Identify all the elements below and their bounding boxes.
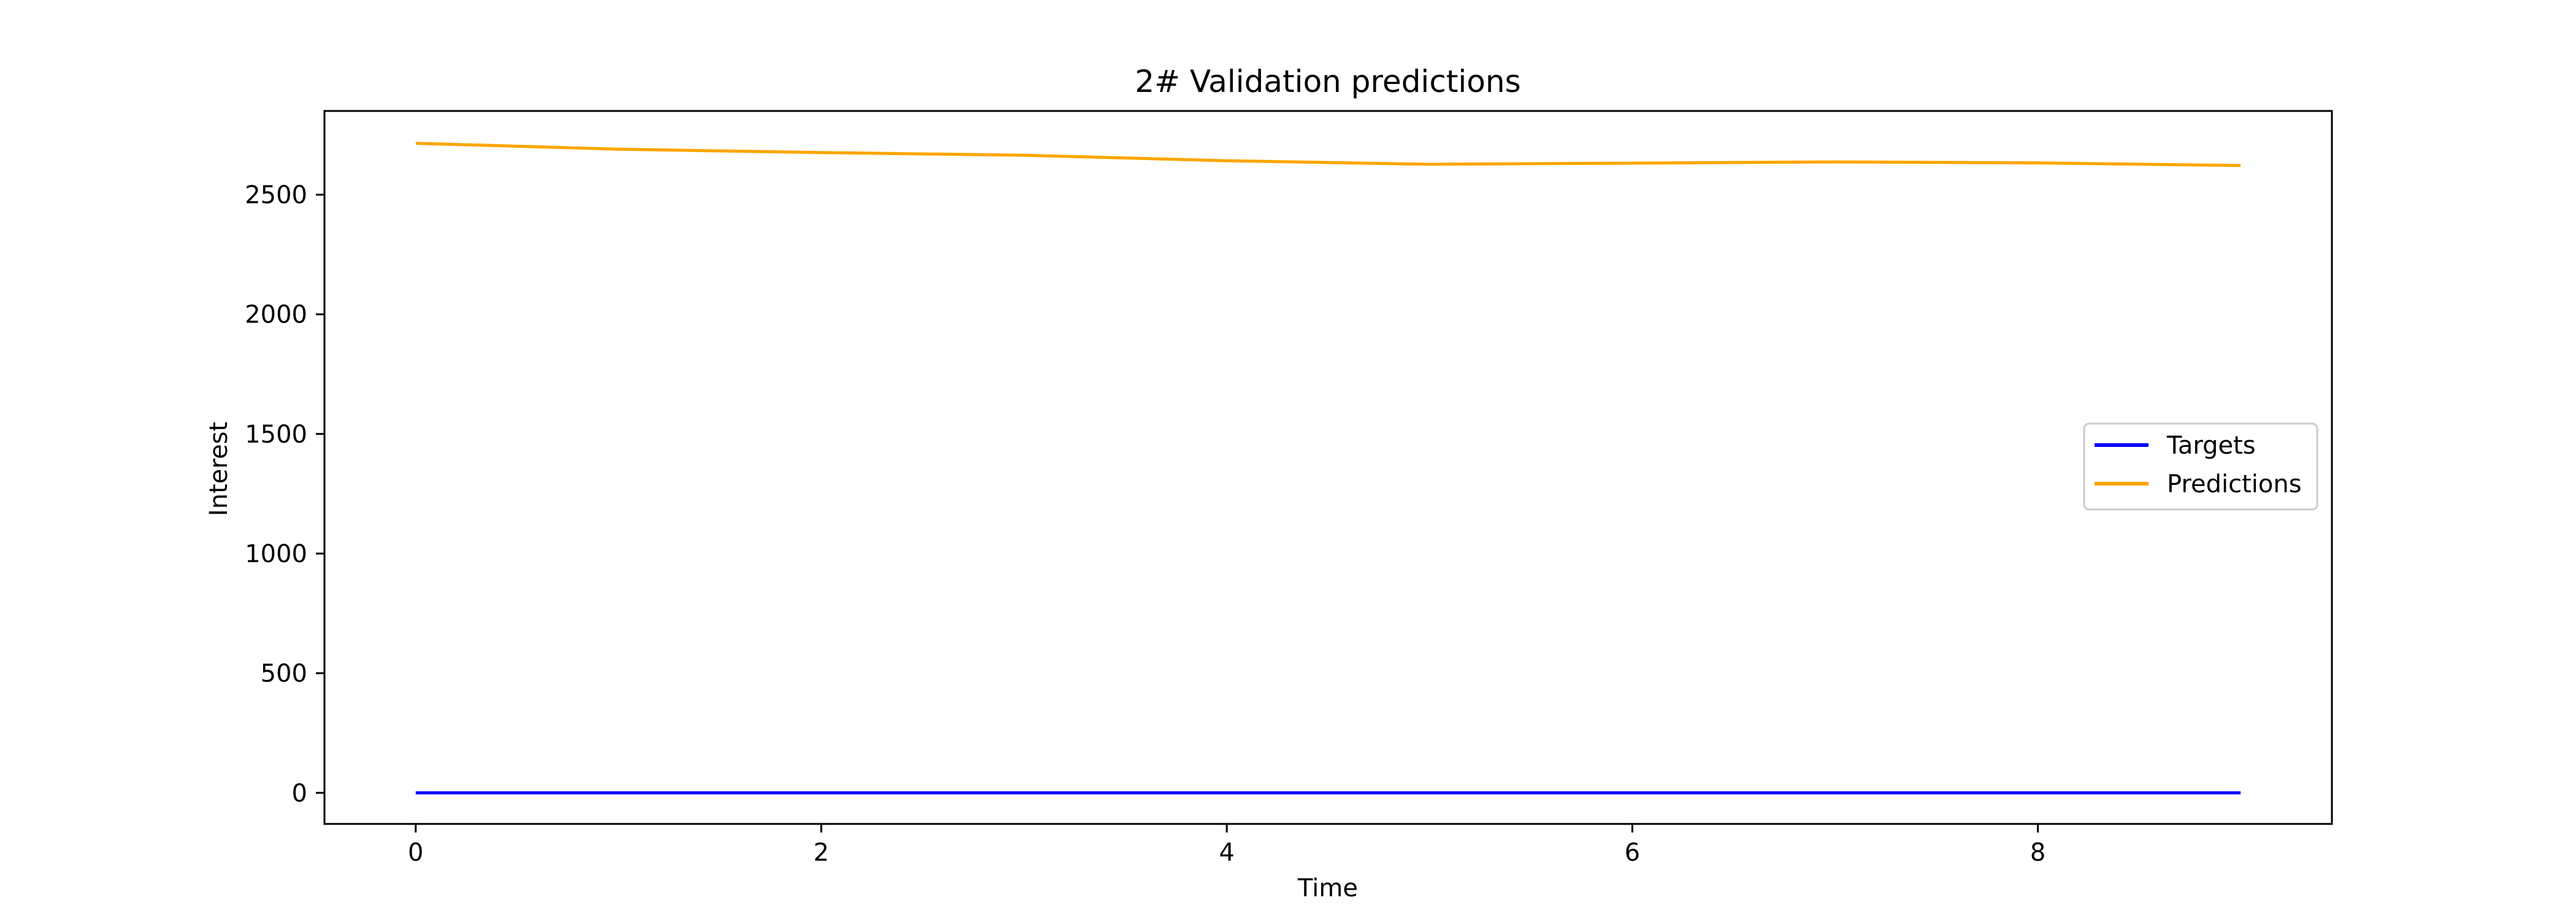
y-tick-label: 2000 (245, 301, 307, 329)
x-tick-label: 0 (408, 839, 423, 867)
chart-title: 2# Validation predictions (1135, 64, 1520, 99)
y-tick-label: 1000 (245, 540, 307, 568)
plot-frame (323, 110, 2333, 825)
legend: Targets Predictions (2083, 422, 2318, 511)
x-tick-label: 2 (813, 839, 829, 867)
x-tick-label: 6 (1625, 839, 1640, 867)
y-tick-label: 0 (292, 779, 307, 807)
series-line-predictions (415, 142, 2241, 167)
x-axis-label: Time (1297, 874, 1358, 902)
y-tick-label: 2500 (245, 181, 307, 210)
y-tick-label: 500 (261, 660, 307, 688)
legend-label-targets: Targets (2166, 432, 2256, 460)
series-layer (415, 142, 2241, 794)
y-tick-label: 1500 (245, 421, 307, 449)
y-axis-label: Interest (205, 422, 233, 516)
legend-label-predictions: Predictions (2167, 470, 2302, 498)
x-axis: 0 2 4 6 8 (408, 824, 2045, 867)
y-axis: 0 500 1000 1500 2000 2500 (245, 181, 324, 807)
x-tick-label: 4 (1219, 839, 1234, 867)
x-tick-label: 8 (2030, 839, 2045, 867)
